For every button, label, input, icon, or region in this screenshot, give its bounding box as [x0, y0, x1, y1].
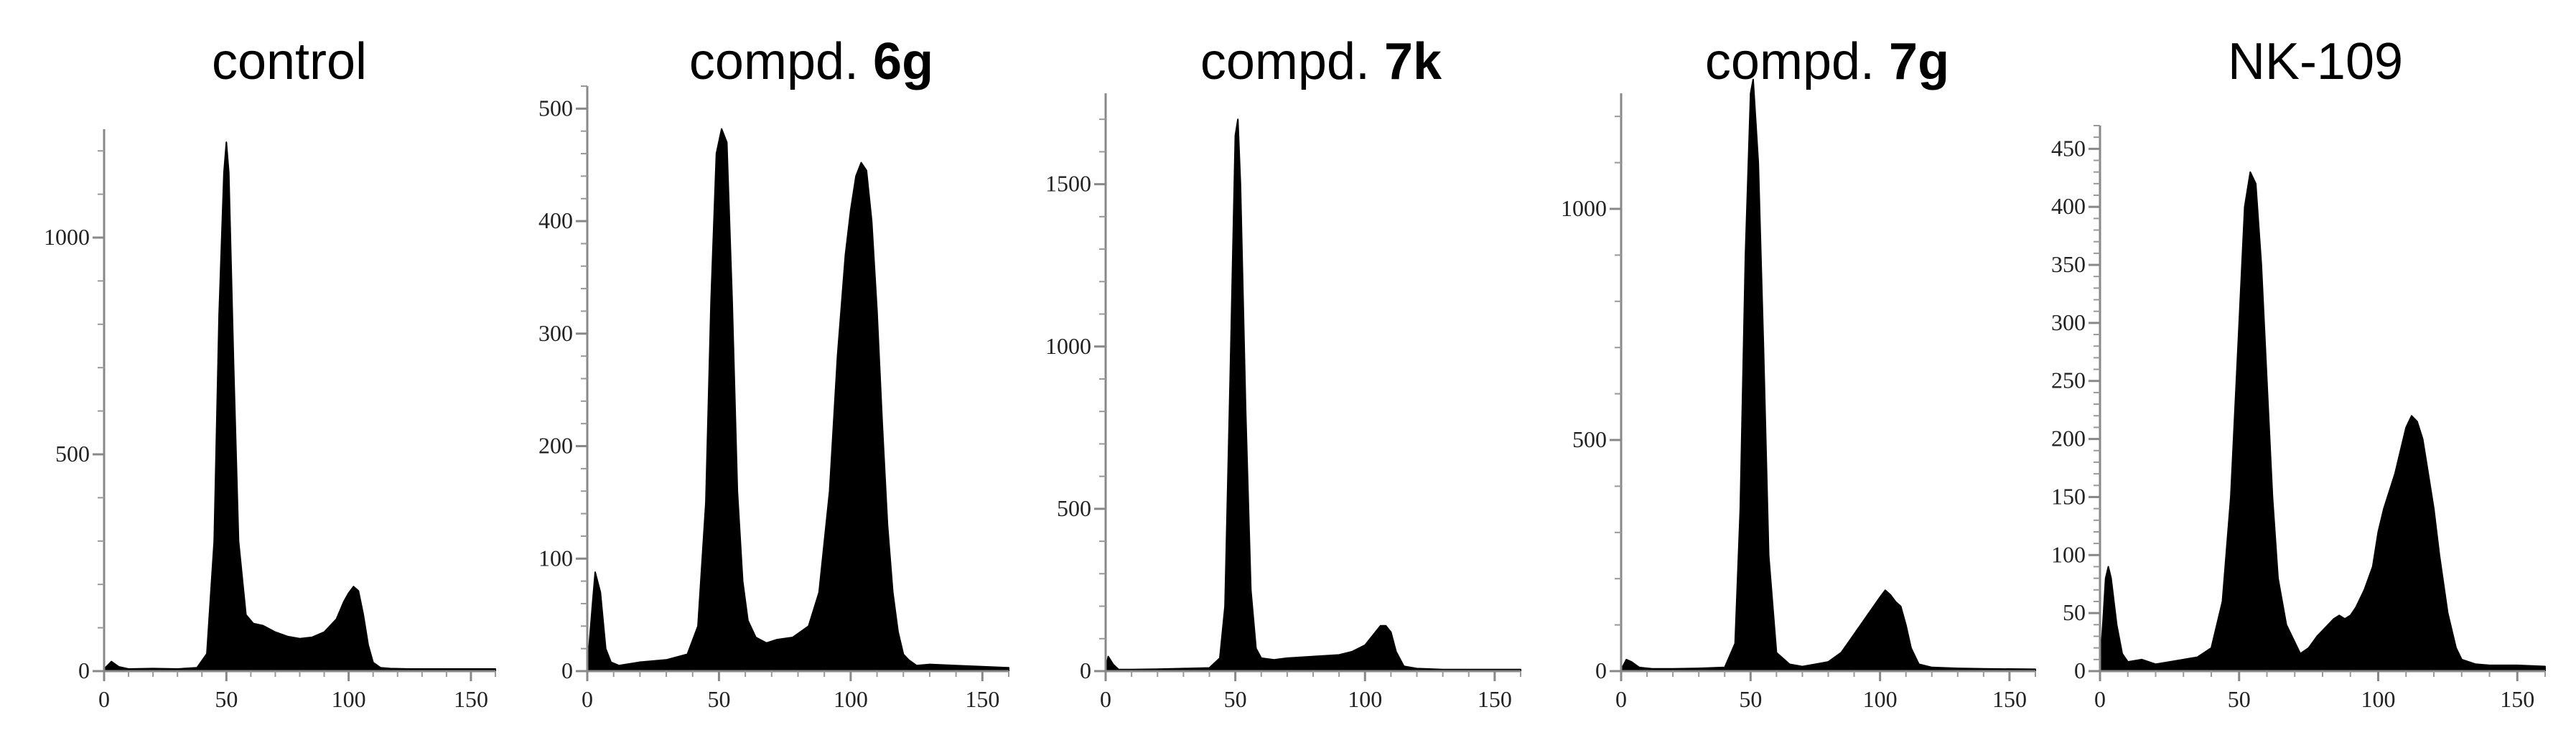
x-tick-label: 150: [1992, 686, 2027, 712]
histogram-area: [1620, 78, 2036, 672]
y-tick-label: 450: [2051, 135, 2086, 161]
y-tick-label: 250: [2051, 368, 2086, 393]
title-part: 7g: [1889, 33, 1949, 90]
histogram-area: [587, 128, 1009, 672]
y-tick-label: 500: [1057, 495, 1091, 521]
x-tick-label: 150: [1478, 686, 1512, 712]
panel-title: control: [212, 33, 367, 90]
title-part: compd.: [689, 33, 873, 90]
y-tick-label: 500: [1572, 426, 1607, 452]
x-tick-label: 50: [1224, 686, 1247, 712]
y-tick-label: 200: [538, 433, 573, 459]
y-tick-label: 300: [2051, 309, 2086, 335]
x-tick-label: 100: [1863, 686, 1898, 712]
title-part: 7k: [1384, 33, 1442, 90]
x-tick-label: 100: [1348, 686, 1382, 712]
x-tick-label: 150: [454, 686, 488, 712]
panel-compd-7k: compd. 7k 0 500 1000 1500 0 50 100 150: [1045, 33, 1521, 712]
panel-title: compd. 6g: [689, 33, 933, 90]
panel-title: compd. 7k: [1200, 33, 1442, 90]
title-part: compd.: [1705, 33, 1889, 90]
y-tick-label: 100: [2051, 541, 2086, 567]
y-tick-label: 400: [538, 207, 573, 233]
x-tick-label: 150: [2500, 686, 2534, 712]
x-tick-label: 50: [215, 686, 238, 712]
y-tick-label: 0: [561, 657, 573, 683]
title-part: 6g: [873, 33, 933, 90]
y-tick-label: 300: [538, 320, 573, 346]
panel-compd-7g: compd. 7g 0 500 1000 0 50 100 150: [1561, 33, 2036, 712]
y-tick-label: 500: [55, 441, 90, 467]
panel-title: NK-109: [2228, 33, 2403, 90]
x-tick-label: 50: [2228, 686, 2251, 712]
y-tick-label: 0: [2074, 657, 2086, 683]
y-tick-label: 0: [1595, 657, 1607, 683]
y-tick-label: 1000: [1561, 195, 1607, 221]
y-tick-label: 0: [78, 657, 90, 683]
x-tick-label: 50: [707, 686, 730, 712]
x-tick-label: 0: [582, 686, 593, 712]
x-tick-label: 0: [1100, 686, 1111, 712]
y-tick-label: 1000: [1045, 333, 1091, 359]
title-part: NK-109: [2228, 33, 2403, 90]
x-tick-label: 0: [2094, 686, 2106, 712]
y-tick-label: 1500: [1045, 171, 1091, 197]
y-tick-label: 350: [2051, 251, 2086, 277]
y-tick-label: 150: [2051, 483, 2086, 509]
y-tick-label: 500: [538, 95, 573, 121]
y-tick-label: 1000: [44, 224, 90, 250]
y-tick-label: 400: [2051, 193, 2086, 219]
y-tick-label: 200: [2051, 426, 2086, 451]
panel-nk-109: NK-109 0 50 100 150 200 250 300 350 400 450 0 50 100…: [2051, 33, 2546, 712]
x-tick-label: 50: [1739, 686, 1762, 712]
histogram-area: [1105, 118, 1521, 672]
x-tick-label: 100: [834, 686, 868, 712]
y-tick-label: 0: [1080, 657, 1091, 683]
title-part: compd.: [1200, 33, 1384, 90]
x-tick-label: 150: [965, 686, 999, 712]
y-tick-label: 100: [538, 545, 573, 571]
x-tick-label: 100: [332, 686, 366, 712]
x-tick-label: 0: [1615, 686, 1627, 712]
panel-title: compd. 7g: [1705, 33, 1949, 90]
panel-compd-6g: compd. 6g 0 100 200 300 400 500 0 50 100 150: [538, 33, 1009, 712]
histogram-area: [2099, 171, 2546, 672]
x-tick-label: 0: [98, 686, 110, 712]
y-tick-label: 50: [2063, 599, 2086, 625]
panel-control: control 0 500 1000 0 50 100 150: [44, 33, 496, 712]
x-tick-label: 100: [2361, 686, 2396, 712]
title-part: control: [212, 33, 367, 90]
histogram-area: [103, 141, 496, 672]
